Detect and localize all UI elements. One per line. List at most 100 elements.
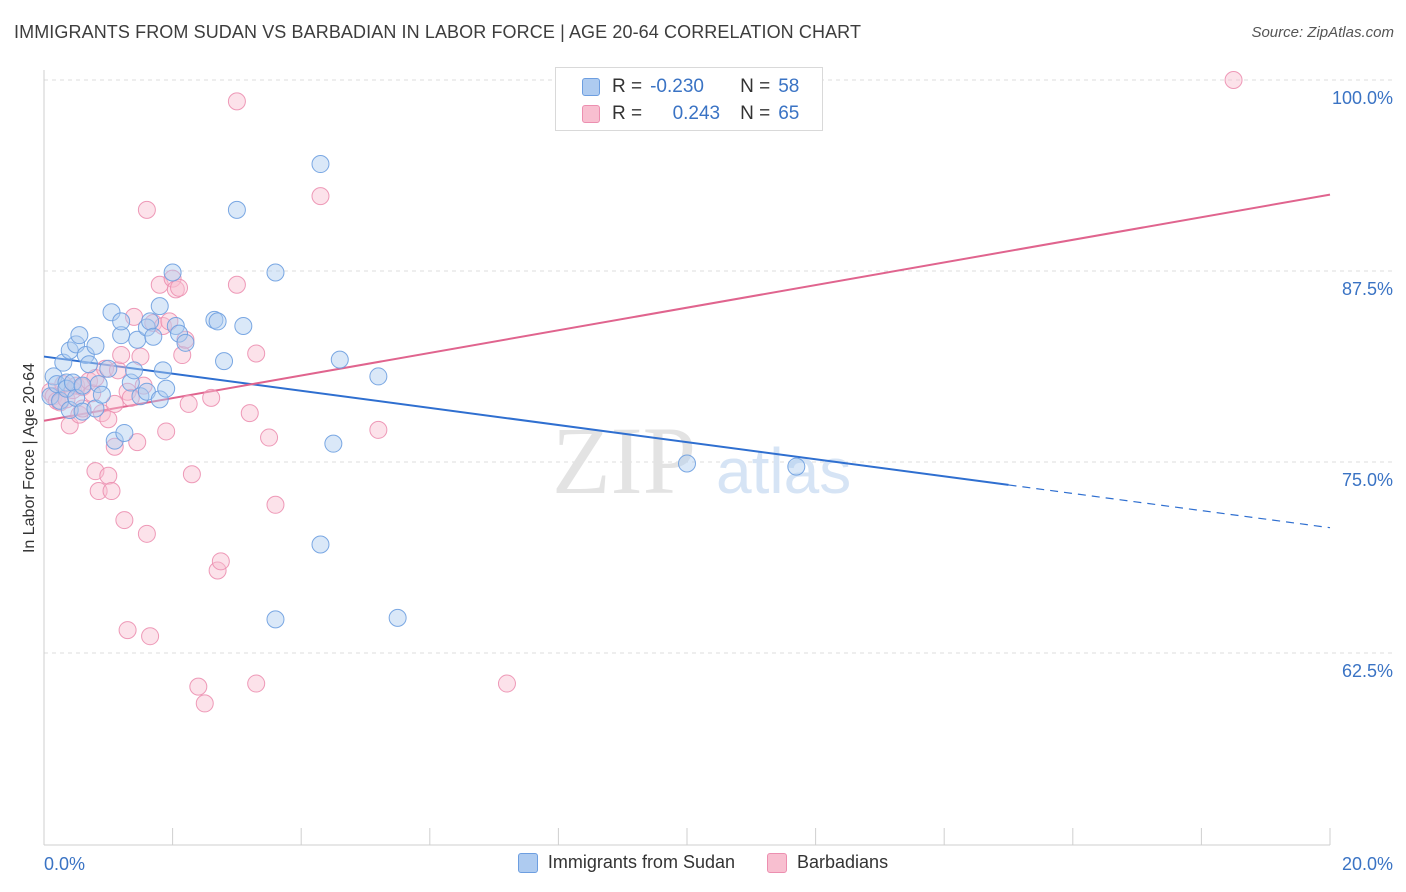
y-tick-label: 62.5% (1342, 661, 1393, 681)
barbadian-point (202, 388, 221, 407)
barbadian-point (266, 495, 285, 514)
x-tick-labels: 0.0% 20.0% (44, 854, 1393, 874)
sudan-point (266, 263, 285, 282)
sudan-point (678, 454, 696, 473)
sudan-swatch (582, 78, 600, 96)
barbadian-point (99, 466, 118, 485)
barbadian-points (41, 71, 1243, 713)
sudan-point (153, 361, 172, 380)
barbadian-point (179, 394, 198, 413)
sudan-point (89, 375, 108, 394)
barbadian-point (195, 694, 214, 713)
sudan-point (266, 610, 285, 629)
barbadian-point (182, 465, 201, 484)
barbadian-trend-line (43, 193, 1331, 422)
sudan-point (144, 327, 163, 346)
barbadian-point (247, 674, 266, 693)
sudan-point (92, 385, 111, 404)
sudan-point (105, 431, 124, 450)
barbadian-point (260, 428, 279, 447)
sudan-point (215, 352, 234, 371)
x-tick-label: 20.0% (1342, 854, 1393, 874)
legend-swatch-barbadians (767, 852, 787, 873)
barbadian-point (211, 552, 230, 571)
barbadian-point (227, 275, 246, 294)
barbadian-point (170, 278, 189, 297)
barbadian-point (118, 621, 137, 640)
sudan-point (150, 297, 169, 316)
sudan-point (208, 312, 227, 331)
watermark-zip: ZIP (552, 407, 696, 514)
series-legend: Immigrants from Sudan Barbadians (0, 852, 1406, 873)
barbadian-point (163, 269, 182, 288)
barbadian-swatch (582, 105, 600, 123)
barbadian-point (99, 410, 118, 429)
barbadian-point (102, 482, 121, 501)
legend-item-sudan[interactable]: Immigrants from Sudan (517, 852, 735, 873)
y-tick-label: 100.0% (1332, 88, 1393, 108)
barbadian-point (137, 524, 156, 543)
sudan-point (63, 373, 82, 392)
sudan-point (170, 324, 189, 343)
barbadian-point (227, 92, 246, 111)
sudan-point (205, 310, 224, 329)
sudan-trend-line (43, 355, 1009, 486)
barbadian-r-value: 0.243 (672, 103, 721, 124)
grid-layer (44, 79, 1392, 845)
sudan-point (227, 200, 246, 219)
barbadian-point (247, 344, 266, 363)
stats-legend: R = -0.230 N = 58 R = 0.243 N = 65 (555, 67, 823, 131)
sudan-point (163, 263, 182, 282)
barbadian-point (89, 482, 108, 501)
sudan-point (311, 535, 330, 554)
sudan-trend-extension (1008, 484, 1331, 529)
barbadian-point (157, 422, 176, 441)
barbadian-n-label: N = (740, 103, 771, 124)
barbadian-point (189, 677, 208, 696)
barbadian-point (311, 187, 330, 206)
y-tick-label: 75.0% (1342, 470, 1393, 490)
barbadian-point (108, 361, 127, 380)
axis-layer (43, 70, 1330, 846)
legend-label-sudan: Immigrants from Sudan (547, 852, 735, 872)
sudan-r-value: -0.230 (650, 76, 704, 97)
sudan-r-label: R = (612, 76, 643, 97)
legend-swatch-sudan (517, 852, 538, 873)
barbadian-point (115, 511, 134, 530)
sudan-point (131, 387, 150, 406)
barbadian-point (141, 627, 160, 646)
sudan-n-value: 58 (778, 76, 800, 97)
sudan-point (311, 155, 330, 174)
barbadian-point (497, 674, 516, 693)
barbadian-point (369, 420, 388, 439)
barbadian-point (121, 388, 140, 407)
barbadian-point (112, 346, 131, 365)
sudan-point (102, 303, 121, 322)
sudan-point (157, 379, 176, 398)
barbadian-n-value: 65 (778, 103, 800, 124)
barbadian-r-label: R = (612, 103, 643, 124)
sudan-point (330, 350, 349, 369)
stats-row-barbadian: R = 0.243 N = 65 (582, 101, 799, 127)
sudan-point (787, 457, 806, 476)
sudan-point (234, 317, 253, 336)
sudan-point (388, 608, 407, 627)
sudan-point (141, 312, 160, 331)
barbadian-point (160, 312, 179, 331)
barbadian-point (105, 394, 124, 413)
barbadian-point (137, 200, 156, 219)
sudan-point (125, 361, 144, 380)
stats-row-sudan: R = -0.230 N = 58 (582, 74, 799, 100)
watermark: ZIP atlas (552, 407, 851, 514)
y-tick-label: 87.5% (1342, 279, 1393, 299)
y-axis-label: In Labor Force | Age 20-64 (21, 363, 38, 553)
legend-item-barbadians[interactable]: Barbadians (767, 852, 888, 873)
sudan-points (41, 155, 806, 629)
sudan-n-label: N = (740, 76, 771, 97)
sudan-point (80, 355, 99, 374)
sudan-point (86, 336, 105, 355)
sudan-point (324, 434, 343, 453)
sudan-point (176, 333, 195, 352)
y-tick-labels: 62.5% 75.0% 87.5% 100.0% (1332, 88, 1393, 681)
